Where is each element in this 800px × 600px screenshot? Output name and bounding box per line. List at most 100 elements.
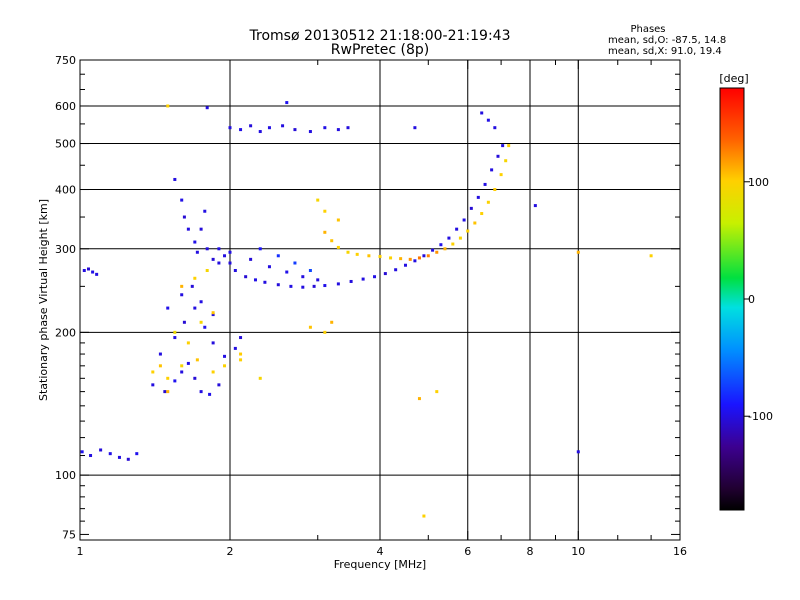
data-point-o-mode bbox=[349, 279, 353, 283]
data-point-o-mode bbox=[193, 240, 197, 244]
data-point-x-mode bbox=[435, 250, 439, 254]
data-point-o-mode bbox=[439, 243, 443, 247]
y-tick-label: 300 bbox=[55, 243, 76, 256]
data-point-o-mode bbox=[476, 195, 480, 199]
data-point-o-mode bbox=[203, 325, 207, 329]
data-point-o-mode bbox=[233, 269, 237, 273]
data-point-o-mode bbox=[211, 257, 215, 261]
data-point-o-mode bbox=[173, 336, 177, 340]
y-tick-label: 500 bbox=[55, 138, 76, 151]
data-point-o-mode bbox=[281, 124, 285, 128]
data-point-o-mode bbox=[249, 124, 253, 128]
data-point-o-mode bbox=[233, 346, 237, 350]
data-point-o-mode bbox=[217, 383, 221, 387]
data-point-o-mode bbox=[91, 270, 95, 274]
data-point-x-mode bbox=[308, 325, 312, 329]
data-point-o-mode bbox=[223, 254, 227, 258]
data-point-o-mode bbox=[203, 209, 207, 213]
data-point-x-mode bbox=[223, 364, 227, 368]
data-point-o-mode bbox=[208, 392, 212, 396]
data-point-x-mode bbox=[417, 397, 421, 401]
x-axis-label: Frequency [MHz] bbox=[334, 558, 426, 571]
data-point-o-mode bbox=[301, 275, 305, 279]
x-tick-label: 4 bbox=[377, 545, 384, 558]
stats-x-mode: mean, sd,X: 91.0, 19.4 bbox=[608, 46, 722, 57]
data-point-x-mode bbox=[346, 250, 350, 254]
data-point-o-mode bbox=[493, 126, 497, 130]
data-point-x-mode bbox=[180, 364, 184, 368]
data-point-o-mode bbox=[211, 313, 215, 317]
data-point-o-mode bbox=[293, 128, 297, 132]
data-point-o-mode bbox=[190, 284, 194, 288]
data-point-o-mode bbox=[158, 352, 162, 356]
data-point-o-mode bbox=[267, 265, 271, 269]
data-point-o-mode bbox=[249, 257, 253, 261]
data-point-o-mode bbox=[455, 227, 459, 231]
data-point-x-mode bbox=[417, 256, 421, 260]
data-point-x-mode bbox=[451, 242, 455, 246]
y-tick-label: 100 bbox=[55, 469, 76, 482]
data-point-o-mode bbox=[533, 204, 537, 208]
data-point-o-mode bbox=[186, 227, 190, 231]
data-point-o-mode bbox=[316, 278, 320, 282]
data-point-o-mode bbox=[95, 272, 99, 276]
data-point-o-mode bbox=[182, 215, 186, 219]
data-point-o-mode bbox=[462, 218, 466, 222]
colorbar-unit-label: [deg] bbox=[719, 72, 748, 85]
data-point-o-mode bbox=[413, 259, 417, 263]
data-point-o-mode bbox=[293, 261, 297, 265]
data-point-x-mode bbox=[336, 218, 340, 222]
data-point-o-mode bbox=[205, 247, 209, 251]
data-point-o-mode bbox=[394, 268, 398, 272]
data-point-x-mode bbox=[166, 390, 170, 394]
data-point-o-mode bbox=[496, 154, 500, 158]
data-point-x-mode bbox=[367, 254, 371, 258]
data-point-x-mode bbox=[408, 257, 412, 261]
data-point-o-mode bbox=[383, 272, 387, 276]
data-point-o-mode bbox=[223, 354, 227, 358]
x-tick-label: 10 bbox=[571, 545, 585, 558]
data-point-o-mode bbox=[490, 168, 494, 172]
x-tick-label: 8 bbox=[527, 545, 534, 558]
data-point-x-mode bbox=[180, 284, 184, 288]
x-tick-label: 1 bbox=[77, 545, 84, 558]
data-points bbox=[80, 101, 653, 518]
data-point-x-mode bbox=[239, 358, 243, 362]
chart-subtitle: RwPretec (8p) bbox=[331, 42, 429, 58]
data-point-o-mode bbox=[180, 370, 184, 374]
data-point-o-mode bbox=[258, 247, 262, 251]
data-point-o-mode bbox=[126, 457, 130, 461]
colorbar-ticks: -100 0 100 bbox=[744, 176, 773, 423]
data-point-x-mode bbox=[473, 221, 477, 225]
data-point-o-mode bbox=[373, 275, 377, 279]
data-point-o-mode bbox=[469, 206, 473, 210]
data-point-o-mode bbox=[80, 450, 84, 454]
x-tick-label: 2 bbox=[227, 545, 234, 558]
data-point-x-mode bbox=[323, 330, 327, 334]
data-point-o-mode bbox=[186, 361, 190, 365]
data-point-o-mode bbox=[228, 126, 232, 130]
data-point-o-mode bbox=[99, 448, 103, 452]
data-point-o-mode bbox=[480, 111, 484, 115]
data-point-x-mode bbox=[323, 209, 327, 213]
data-point-o-mode bbox=[239, 128, 243, 132]
data-point-o-mode bbox=[422, 254, 426, 258]
data-point-x-mode bbox=[186, 341, 190, 345]
data-point-o-mode bbox=[217, 261, 221, 265]
y-tick-label: 75 bbox=[62, 528, 76, 541]
data-point-x-mode bbox=[211, 370, 215, 374]
colorbar-tick-label: -100 bbox=[748, 410, 773, 423]
data-point-o-mode bbox=[486, 118, 490, 122]
data-point-x-mode bbox=[576, 250, 580, 254]
data-point-o-mode bbox=[346, 126, 350, 130]
data-point-o-mode bbox=[308, 269, 312, 273]
data-point-o-mode bbox=[173, 177, 177, 181]
data-point-x-mode bbox=[330, 239, 334, 243]
data-point-x-mode bbox=[258, 376, 262, 380]
colorbar-gradient bbox=[719, 87, 745, 511]
data-point-o-mode bbox=[276, 254, 280, 258]
data-point-x-mode bbox=[389, 256, 393, 260]
data-point-o-mode bbox=[195, 250, 199, 254]
data-point-o-mode bbox=[193, 306, 197, 310]
data-point-x-mode bbox=[443, 247, 447, 251]
